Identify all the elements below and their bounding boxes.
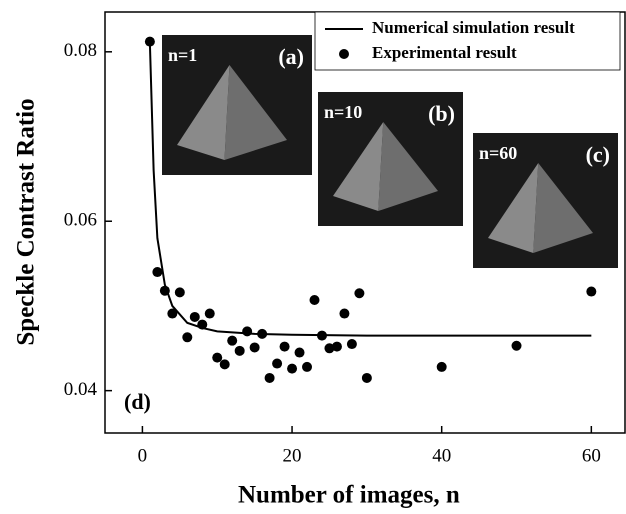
legend-box	[314, 11, 621, 71]
data-point	[234, 345, 245, 356]
data-point	[204, 308, 215, 319]
y-tick-label: 0.04	[64, 379, 98, 400]
x-tick-label: 20	[283, 445, 302, 466]
pyramid-right	[224, 65, 287, 160]
x-axis-label: Number of images, n	[238, 482, 460, 509]
data-point	[227, 335, 238, 346]
data-point	[294, 347, 305, 358]
data-point	[242, 326, 253, 337]
y-tick-label: 0.06	[64, 210, 97, 231]
inset-tag: (c)	[586, 142, 610, 167]
data-point	[182, 332, 193, 343]
data-point	[212, 352, 223, 363]
data-point	[219, 359, 230, 370]
data-point	[324, 343, 335, 354]
data-point	[354, 288, 365, 299]
pyramid-left	[177, 65, 230, 160]
data-point	[309, 295, 320, 306]
panel-label: (d)	[124, 389, 151, 414]
data-point	[197, 319, 208, 330]
data-point	[287, 363, 298, 374]
data-point	[264, 372, 275, 383]
pyramid-right	[378, 122, 438, 211]
y-axis-label: Speckle Contrast Ratio	[13, 98, 40, 345]
data-point	[279, 341, 290, 352]
data-point	[167, 308, 178, 319]
data-point	[436, 361, 447, 372]
data-point	[316, 330, 327, 341]
x-tick-label: 0	[138, 445, 148, 466]
pyramid-left	[333, 122, 384, 211]
pyramid-right	[533, 163, 593, 253]
y-tick-label: 0.08	[64, 40, 97, 61]
legend-dot	[339, 49, 349, 59]
inset-label: n=1	[168, 45, 197, 65]
legend-label: Numerical simulation result	[372, 18, 575, 37]
data-point	[586, 286, 597, 297]
inset-tag: (a)	[278, 44, 304, 69]
data-point	[339, 308, 350, 319]
data-point	[331, 341, 342, 352]
inset-label: n=60	[479, 143, 517, 163]
inset-label: n=10	[324, 102, 362, 122]
data-point	[249, 342, 260, 353]
inset-image: n=60 (c)	[473, 133, 618, 268]
data-point	[361, 372, 372, 383]
data-point	[189, 311, 200, 322]
inset-image: n=1 (a)	[162, 35, 312, 175]
data-point	[257, 328, 268, 339]
data-point	[272, 358, 283, 369]
data-point	[152, 267, 163, 278]
x-tick-label: 60	[582, 445, 601, 466]
inset-image: n=10 (b)	[318, 92, 463, 226]
x-tick-label: 40	[432, 445, 451, 466]
legend-label: Experimental result	[372, 43, 517, 62]
data-point	[302, 361, 313, 372]
inset-tag: (b)	[428, 101, 455, 126]
pyramid-left	[488, 163, 539, 253]
data-point	[511, 340, 522, 351]
data-point	[159, 285, 170, 296]
simulation-line	[148, 43, 592, 337]
data-point	[174, 287, 185, 298]
data-point	[346, 339, 357, 350]
data-point	[144, 36, 155, 47]
